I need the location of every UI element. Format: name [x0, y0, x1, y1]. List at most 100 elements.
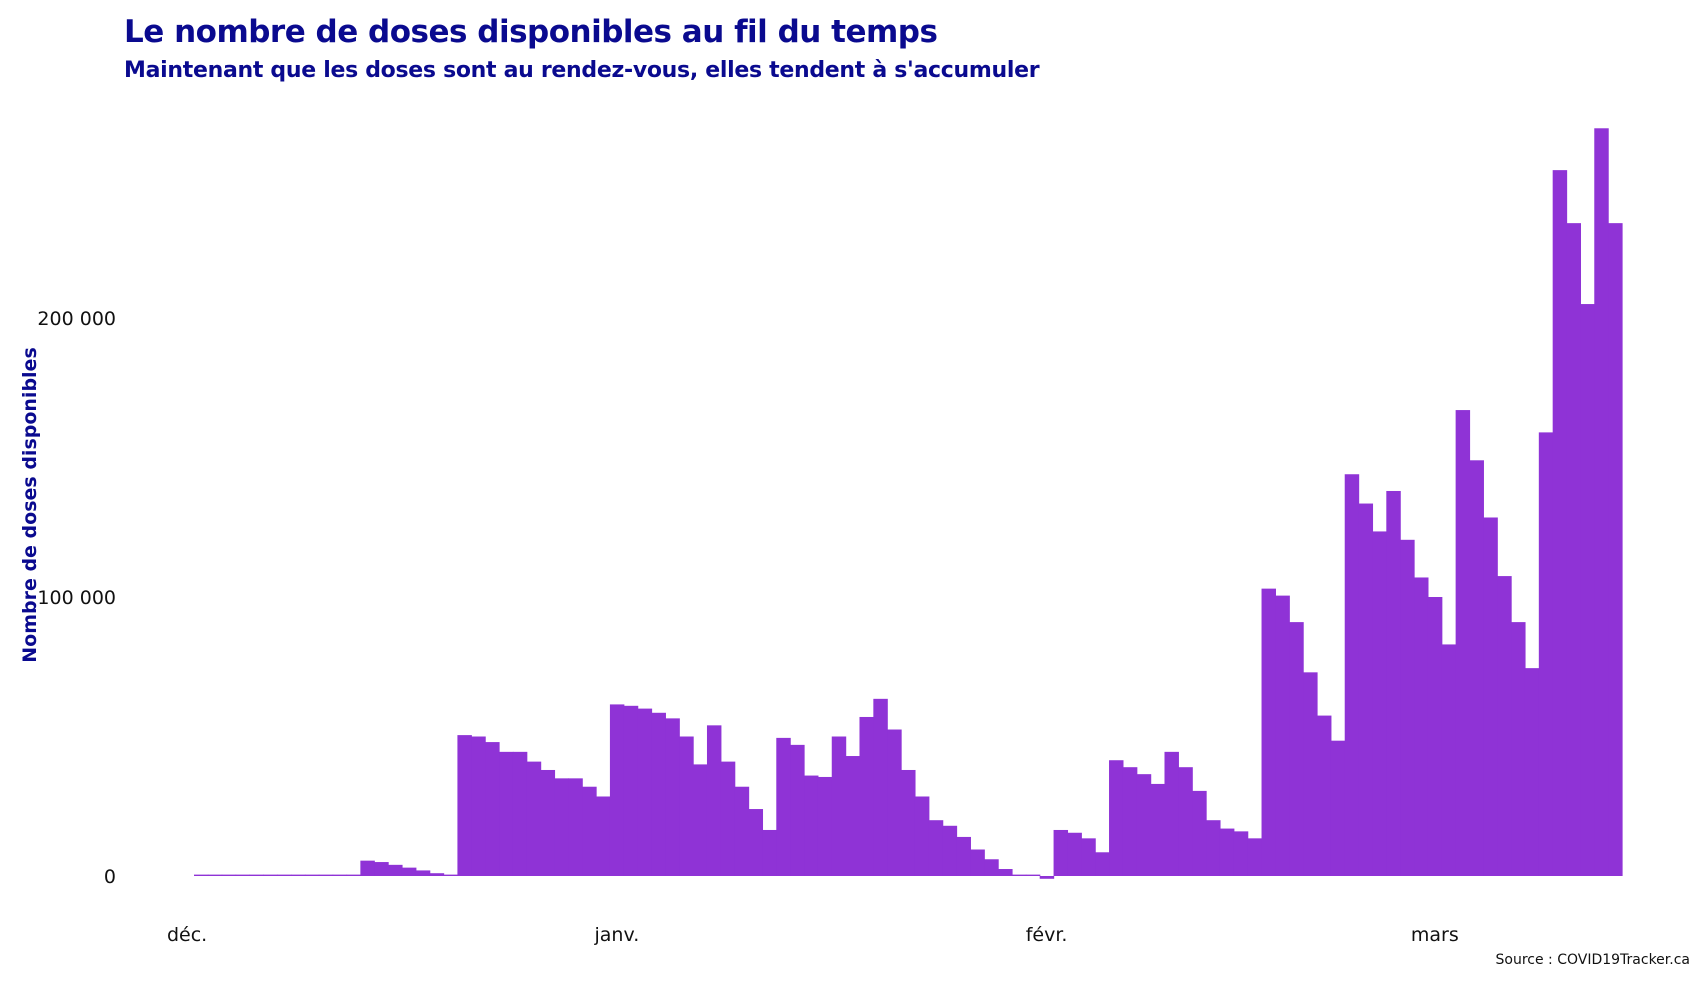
- bar: [1109, 760, 1124, 876]
- bar: [485, 742, 500, 876]
- bar: [1136, 774, 1152, 876]
- bar: [1414, 577, 1429, 876]
- bar: [346, 874, 361, 876]
- bar: [1053, 829, 1069, 876]
- bar: [942, 825, 958, 876]
- bar: [1275, 595, 1290, 876]
- source-note: Source : COVID19Tracker.ca: [1495, 952, 1691, 968]
- x-tick-label: déc.: [167, 924, 207, 946]
- bar: [859, 716, 874, 876]
- bars-group: [194, 128, 1623, 879]
- bar: [1566, 223, 1581, 876]
- bar: [443, 874, 459, 876]
- bar: [457, 735, 472, 876]
- bar: [1067, 832, 1082, 876]
- bar: [720, 761, 736, 876]
- bar: [1122, 767, 1138, 876]
- bar: [748, 809, 764, 876]
- bar: [1441, 644, 1457, 876]
- bar: [277, 874, 292, 876]
- bar: [1511, 622, 1526, 876]
- y-axis-ticks: 0 100 000 200 000: [37, 308, 116, 888]
- bar: [554, 778, 569, 876]
- x-tick-label: janv.: [594, 924, 640, 946]
- bar: [221, 874, 237, 876]
- bar: [291, 874, 306, 876]
- bar: [901, 769, 916, 876]
- bar: [318, 874, 334, 876]
- bar: [1497, 576, 1512, 876]
- bar: [928, 820, 944, 876]
- x-axis-ticks: déc. janv. févr. mars: [167, 924, 1459, 946]
- bar: [304, 874, 320, 876]
- bar: [817, 776, 833, 876]
- bar: [1594, 128, 1609, 876]
- bar: [1344, 474, 1360, 876]
- bar: [734, 786, 750, 876]
- bar: [1247, 838, 1263, 876]
- bar: [429, 873, 445, 876]
- bar: [609, 704, 625, 876]
- bar: [1400, 539, 1415, 876]
- bar: [1164, 751, 1179, 876]
- bar: [596, 796, 611, 876]
- bar: [401, 867, 417, 876]
- bar: [1316, 715, 1332, 876]
- bar: [263, 874, 278, 876]
- bar: [1538, 432, 1554, 876]
- x-tick-label: mars: [1411, 924, 1459, 946]
- bar: [235, 874, 251, 876]
- bar: [1552, 170, 1568, 876]
- bar: [332, 874, 348, 876]
- bar: [1455, 410, 1471, 876]
- bar: [1219, 828, 1235, 876]
- bar: [540, 769, 556, 876]
- bar: [914, 796, 930, 876]
- bar: [1261, 588, 1276, 876]
- bar: [1289, 622, 1304, 876]
- chart-subtitle: Maintenant que les doses sont au rendez-…: [124, 58, 1040, 83]
- bar: [984, 859, 999, 876]
- bar: [970, 849, 985, 876]
- bar: [1608, 223, 1623, 876]
- bar: [512, 751, 528, 876]
- bar: [845, 756, 861, 876]
- bar: [1303, 672, 1318, 876]
- bar: [956, 836, 971, 876]
- bar: [1192, 790, 1207, 876]
- bar: [582, 786, 597, 876]
- bar: [1233, 831, 1249, 876]
- bar: [374, 862, 389, 876]
- bar: [471, 736, 486, 876]
- bar: [388, 864, 403, 876]
- bar: [1081, 838, 1096, 876]
- y-tick-label: 0: [104, 866, 116, 888]
- bar: [1178, 767, 1193, 876]
- bar: [1150, 783, 1166, 876]
- bar: [637, 708, 653, 876]
- x-tick-label: févr.: [1026, 924, 1068, 946]
- bar: [1358, 503, 1374, 876]
- bar: [1469, 460, 1484, 876]
- bar: [1483, 517, 1498, 876]
- bar: [568, 778, 583, 876]
- bar: [665, 718, 680, 876]
- bar: [679, 736, 694, 876]
- bar: [1039, 876, 1055, 879]
- bar: [887, 729, 902, 876]
- bar: [623, 705, 639, 876]
- y-tick-label: 100 000: [37, 587, 116, 609]
- bar: [1386, 490, 1401, 876]
- bar: [249, 874, 264, 876]
- chart-title: Le nombre de doses disponibles au fil du…: [124, 14, 938, 50]
- bar: [1330, 740, 1346, 876]
- bar: [762, 829, 777, 876]
- bar: [499, 751, 514, 876]
- bar: [1524, 668, 1540, 876]
- bar: [790, 744, 805, 876]
- bar: [873, 698, 888, 876]
- bar: [1580, 304, 1595, 876]
- bar: [360, 860, 375, 876]
- bar: [1011, 874, 1027, 876]
